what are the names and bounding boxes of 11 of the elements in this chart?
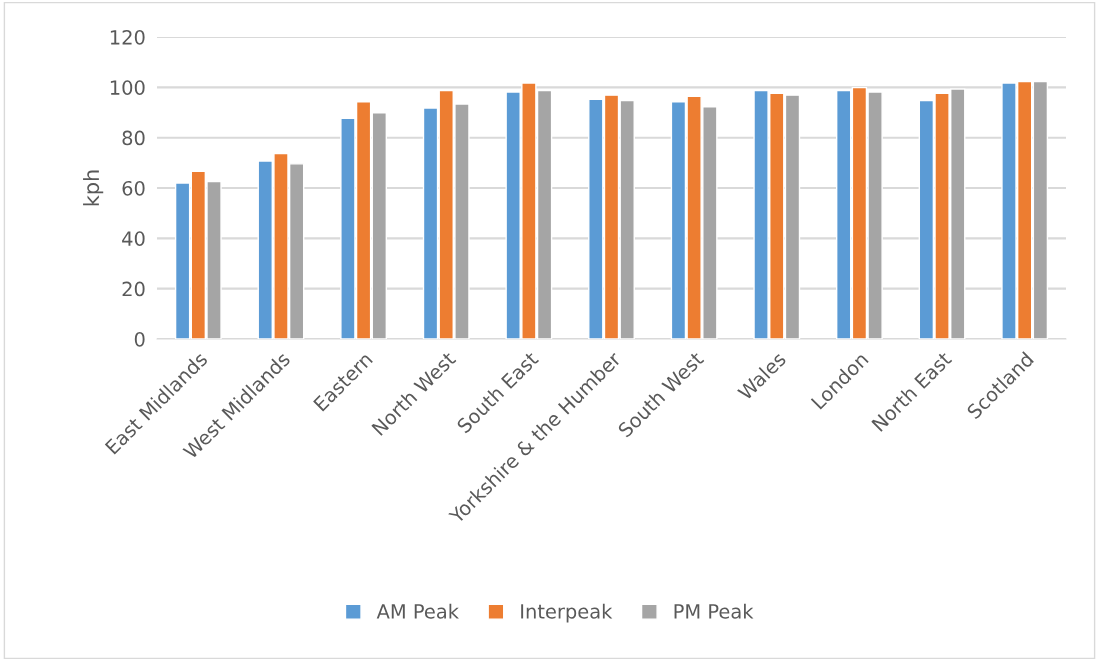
y-tick-label: 20 — [122, 281, 145, 297]
y-axis-title: kph — [83, 170, 104, 206]
legend-label: PM Peak — [674, 603, 754, 619]
y-tick-label: 100 — [110, 80, 145, 95]
y-tick-label: 60 — [122, 180, 145, 196]
legend-label: Interpeak — [521, 603, 613, 623]
y-tick-label: 120 — [110, 29, 145, 45]
y-tick-label: 40 — [122, 231, 145, 246]
y-tick-label: 80 — [122, 130, 145, 146]
y-tick-label: 0 — [134, 331, 145, 347]
legend-label: AM Peak — [376, 603, 459, 619]
